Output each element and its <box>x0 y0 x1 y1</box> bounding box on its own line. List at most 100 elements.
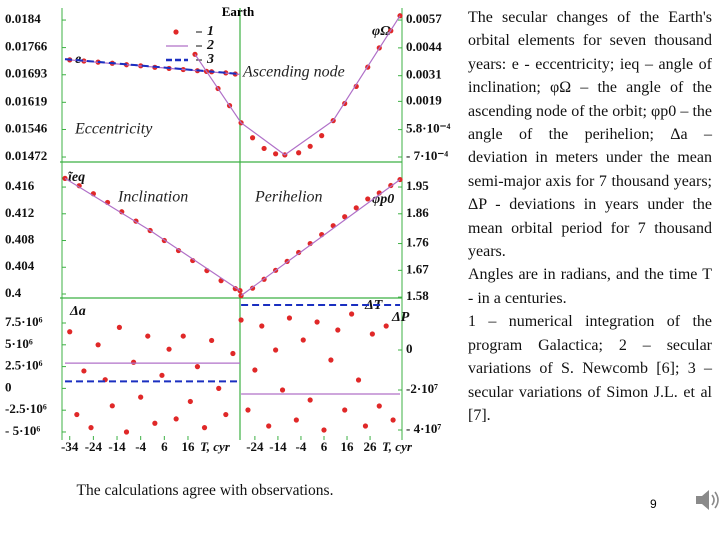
data-point <box>342 214 348 220</box>
y-tick-label: 0.404 <box>5 258 35 273</box>
data-point <box>349 311 355 317</box>
y-tick-label: 0.0184 <box>5 11 41 26</box>
speaker-icon[interactable] <box>696 490 719 510</box>
panel-label: Ascending node <box>242 64 345 81</box>
y-tick-label: -2.5·10⁶ <box>5 401 47 416</box>
y-tick-label: 0.0044 <box>406 39 442 54</box>
speaker-wave <box>711 494 715 506</box>
data-point <box>116 324 122 330</box>
y-tick-label: 0.4 <box>5 285 22 300</box>
description-paragraph: Angles are in radians, and the time T - … <box>468 266 712 307</box>
panel-label: Inclination <box>117 189 188 206</box>
data-point <box>166 346 172 352</box>
data-point <box>273 151 279 157</box>
x-axis-label: T, cyr <box>200 439 231 454</box>
chart-title: Earth <box>222 4 255 19</box>
y-tick-label: 0 <box>406 341 413 356</box>
page-number: 9 <box>650 497 657 511</box>
legend-label: 1 <box>207 24 214 39</box>
axis-symbol: φΩ <box>372 24 391 39</box>
data-point <box>159 372 165 378</box>
y-tick-label: 5·10⁶ <box>5 336 33 351</box>
data-point <box>314 319 320 325</box>
data-point <box>328 357 334 363</box>
caption: The calculations agree with observations… <box>76 482 334 499</box>
x-tick-label: -14 <box>269 439 287 454</box>
x-tick-label: -4 <box>296 439 307 454</box>
chart-panel: Earth 0.0184 0.01766 0.01693 0.01619 0.01546… <box>0 0 460 470</box>
data-point <box>273 347 279 353</box>
series-line <box>240 179 401 297</box>
data-point <box>152 420 158 426</box>
data-point <box>194 364 201 370</box>
panel-label: Perihelion <box>254 189 323 206</box>
y-tick-label: 0.412 <box>5 205 34 220</box>
series-line <box>64 58 241 75</box>
y-tick-label: 0.01472 <box>5 148 47 163</box>
y-tick-label: 1.86 <box>406 205 429 220</box>
data-point <box>319 133 325 139</box>
data-point <box>119 209 125 215</box>
x-tick-label: -4 <box>135 439 146 454</box>
y-tick-label: - 5·10⁶ <box>5 423 40 438</box>
data-point <box>355 377 362 383</box>
x-tick-label: -24 <box>246 439 264 454</box>
data-point <box>138 394 144 400</box>
y-tick-label: 0.01766 <box>5 39 48 54</box>
data-point <box>293 417 299 423</box>
data-point <box>187 398 193 405</box>
data-point <box>216 385 222 391</box>
data-point <box>296 249 302 256</box>
data-point <box>245 407 251 413</box>
y-tick-label: - 4·10⁷ <box>406 421 441 436</box>
axis-symbol: Δa <box>69 304 86 319</box>
speaker-body <box>696 490 709 510</box>
series-line <box>194 15 401 156</box>
x-tick-label: -14 <box>108 439 126 454</box>
y-tick-label: 0.0031 <box>406 67 442 82</box>
y-tick-label: 0.0019 <box>406 92 442 107</box>
data-point <box>249 135 256 141</box>
data-point <box>261 145 267 152</box>
description: The secular changes of the Earth's orbit… <box>468 6 712 427</box>
data-point <box>296 150 302 156</box>
data-point <box>286 315 293 321</box>
data-point <box>230 350 236 357</box>
y-tick-label: 0.0057 <box>406 11 442 26</box>
axis-symbol: φp0 <box>372 192 394 207</box>
data-point <box>307 397 313 403</box>
data-point <box>123 429 130 435</box>
y-axis-label: ΔP <box>391 310 410 325</box>
data-point <box>109 403 115 409</box>
y-tick-label: 2.5·10⁶ <box>5 358 43 373</box>
y-tick-label: 0 <box>5 379 12 394</box>
data-point <box>74 411 80 418</box>
data-point <box>362 423 369 429</box>
data-point <box>223 411 229 418</box>
y-tick-label: 5.8·10⁻⁴ <box>406 121 450 136</box>
legend-label: 2 <box>206 38 214 53</box>
y-tick-label: 1.76 <box>406 235 429 250</box>
chart-background <box>0 0 460 470</box>
data-point <box>300 337 306 343</box>
data-point <box>376 403 382 409</box>
y-tick-label: 1.67 <box>406 261 429 276</box>
y-tick-label: 0.01546 <box>5 120 48 135</box>
x-tick-label: -24 <box>85 439 103 454</box>
data-point <box>173 416 179 422</box>
data-point <box>369 331 375 337</box>
data-point <box>279 387 286 393</box>
x-axis-label: T, cyr <box>382 439 413 454</box>
description-paragraph: 1 – numerical integration of the program… <box>468 313 712 424</box>
data-point <box>259 323 265 329</box>
y-tick-label: - 7·10⁻⁴ <box>406 148 448 163</box>
data-point <box>88 425 94 431</box>
x-tick-label: 6 <box>161 439 168 454</box>
x-tick-label: 26 <box>364 439 378 454</box>
data-point <box>365 196 371 202</box>
y-tick-label: -2·10⁷ <box>406 381 438 396</box>
legend-label: 3 <box>206 52 214 67</box>
x-tick-label: 16 <box>181 439 195 454</box>
y-tick-label: 7.5·10⁶ <box>5 314 43 329</box>
